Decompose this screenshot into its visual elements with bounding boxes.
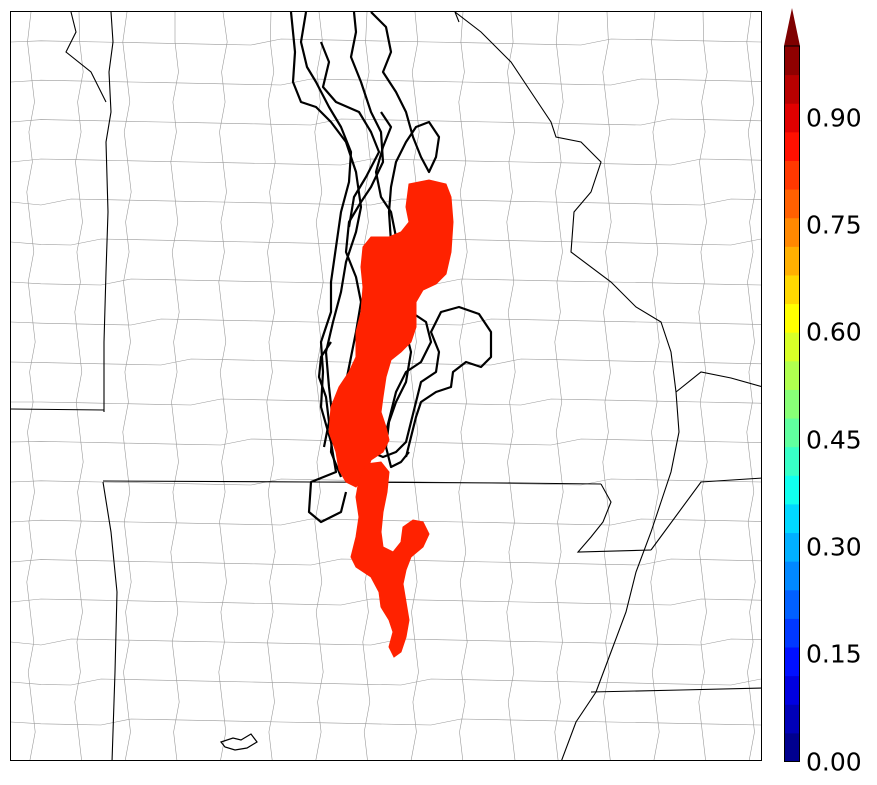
county-line (11, 718, 761, 726)
ensemble-contour-8 (317, 341, 332, 448)
colorbar-level (784, 503, 800, 534)
colorbar-levels (784, 46, 800, 762)
colorbar-level (784, 246, 800, 276)
ensemble-contour-5 (319, 41, 381, 228)
ohio-river (675, 371, 761, 393)
colorbar-tick-label: 0.60 (806, 317, 862, 347)
colorbar-level (784, 732, 800, 762)
probability-fill-south (350, 461, 430, 658)
missouri-river (65, 12, 460, 103)
colorbar-level (784, 418, 800, 448)
county-line (170, 12, 180, 760)
county-line (122, 12, 132, 760)
county-line (26, 12, 36, 760)
state-border-ks-mo (103, 12, 114, 412)
county-line (554, 12, 564, 760)
colorbar-level (784, 675, 800, 705)
county-line (11, 518, 761, 526)
colorbar-level (784, 618, 800, 648)
colorbar-tick-label: 0.15 (806, 639, 862, 669)
colorbar-level (784, 704, 800, 734)
mississippi-river (454, 12, 680, 760)
county-line (650, 12, 660, 760)
county-line (11, 678, 761, 686)
county-line (746, 12, 756, 760)
probability-swath (328, 179, 454, 658)
county-line (458, 12, 468, 760)
map-canvas (11, 12, 761, 760)
state-boundaries (11, 12, 761, 760)
ensemble-contour-7 (384, 311, 433, 433)
colorbar-level (784, 131, 800, 161)
county-line (11, 38, 761, 46)
ensemble-contour-1 (289, 12, 363, 478)
colorbar (784, 8, 800, 762)
county-line (506, 12, 516, 760)
county-line (11, 78, 761, 86)
colorbar-level (784, 532, 800, 562)
colorbar-level (784, 217, 800, 247)
state-border-ks-ok (11, 408, 105, 411)
colorbar-level (784, 561, 800, 591)
county-line (11, 638, 761, 646)
ensemble-contour-2 (299, 12, 353, 524)
colorbar-level (784, 103, 800, 133)
colorbar-tick-label: 0.30 (806, 532, 862, 562)
county-line (266, 12, 276, 760)
colorbar-extend-triangle (784, 8, 800, 46)
colorbar-outline (784, 45, 800, 762)
colorbar-tick-label: 0.75 (806, 210, 862, 240)
county-line (698, 12, 708, 760)
colorbar-level (784, 303, 800, 333)
colorbar-level (784, 589, 800, 619)
county-line (218, 12, 228, 760)
colorbar-tick-label: 0.45 (806, 425, 862, 455)
county-line (410, 12, 420, 760)
map-panel (10, 11, 762, 761)
state-border-ar-ms (590, 687, 761, 693)
colorbar-tick-label: 0.90 (806, 103, 862, 133)
colorbar-level (784, 360, 800, 390)
state-border-mo-ar (102, 480, 602, 485)
colorbar-level (784, 389, 800, 419)
state-border-ky-tn (650, 477, 761, 551)
colorbar-level (784, 189, 800, 219)
ensemble-contour-4 (370, 12, 441, 243)
state-border-ok-ar (102, 481, 118, 760)
county-line (314, 12, 324, 760)
colorbar-level (784, 274, 800, 305)
colorbar-level (784, 446, 800, 476)
county-boundaries (11, 12, 761, 760)
colorbar-level (784, 647, 800, 677)
colorbar-level (784, 46, 800, 76)
lake-feature (219, 733, 258, 751)
state-border-bootheel (576, 483, 652, 553)
colorbar-level (784, 475, 800, 505)
colorbar-level (784, 160, 800, 190)
colorbar-tick-label: 0.00 (806, 747, 862, 776)
county-line (602, 12, 612, 760)
county-line (11, 198, 761, 206)
county-line (74, 12, 84, 760)
county-line (11, 158, 761, 166)
colorbar-level (784, 74, 800, 104)
county-line (11, 398, 761, 406)
colorbar-level (784, 332, 800, 362)
